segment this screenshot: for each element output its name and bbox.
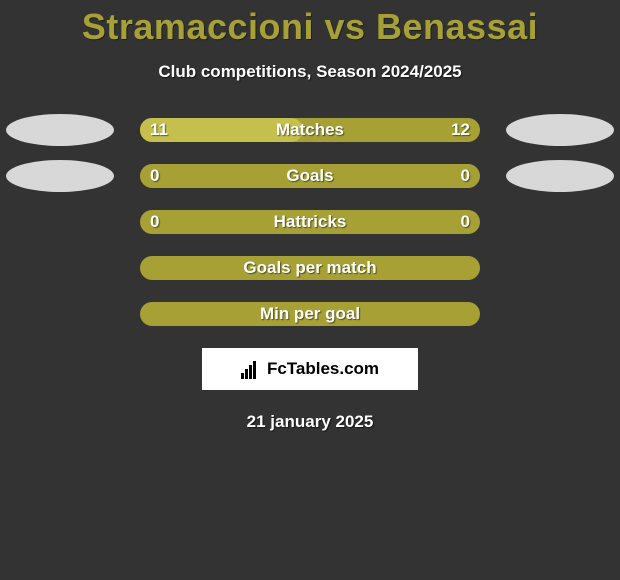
stat-value-right: 12 <box>451 120 470 140</box>
brand-text: FcTables.com <box>267 359 379 379</box>
bar-chart-icon <box>241 359 261 379</box>
comparison-card: Stramaccioni vs Benassai Club competitio… <box>0 0 620 432</box>
title: Stramaccioni vs Benassai <box>82 6 538 48</box>
stat-label: Goals per match <box>243 258 376 278</box>
stat-row: 0 Goals 0 <box>0 164 620 188</box>
player-avatar-right <box>506 114 614 146</box>
subtitle: Club competitions, Season 2024/2025 <box>158 62 461 82</box>
stat-label: Matches <box>276 120 344 140</box>
player-avatar-right <box>506 160 614 192</box>
stat-bar: Min per goal <box>140 302 480 326</box>
stat-bar: Goals per match <box>140 256 480 280</box>
player-avatar-left <box>6 160 114 192</box>
brand-box[interactable]: FcTables.com <box>202 348 418 390</box>
stat-value-left: 0 <box>150 212 159 232</box>
stat-label: Hattricks <box>274 212 347 232</box>
stat-row: Min per goal <box>0 302 620 326</box>
stat-value-right: 0 <box>461 212 470 232</box>
player-avatar-left <box>6 114 114 146</box>
stat-row: 0 Hattricks 0 <box>0 210 620 234</box>
stat-row: Goals per match <box>0 256 620 280</box>
stat-row: 11 Matches 12 <box>0 118 620 142</box>
stat-label: Min per goal <box>260 304 360 324</box>
stat-value-right: 0 <box>461 166 470 186</box>
stat-value-left: 0 <box>150 166 159 186</box>
stat-label: Goals <box>286 166 333 186</box>
stat-value-left: 11 <box>150 120 168 140</box>
stat-rows: 11 Matches 12 0 Goals 0 0 Hattricks 0 Goals per m… <box>0 118 620 326</box>
stat-bar: 11 Matches 12 <box>140 118 480 142</box>
date: 21 january 2025 <box>247 412 374 432</box>
stat-bar: 0 Hattricks 0 <box>140 210 480 234</box>
stat-bar: 0 Goals 0 <box>140 164 480 188</box>
